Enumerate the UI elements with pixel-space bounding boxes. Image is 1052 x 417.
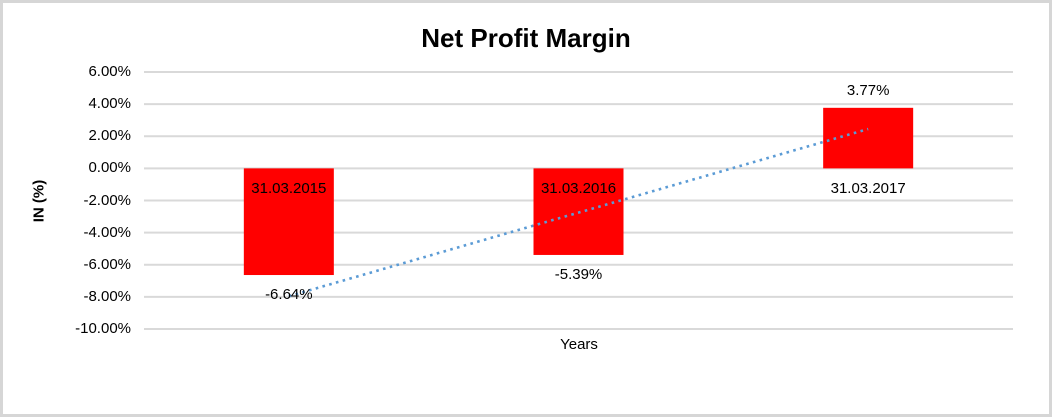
bar-31.03.2015 (243, 168, 334, 276)
y-tick-label: -10.00% (75, 320, 131, 337)
y-tick-label: -2.00% (83, 191, 131, 209)
plot-area (144, 71, 1013, 330)
x-axis-title: Years (560, 336, 598, 353)
y-tick-label: 0.00% (88, 159, 131, 177)
y-tick-label: 4.00% (88, 95, 131, 113)
y-tick-label: -8.00% (83, 287, 131, 305)
data-label: -5.39% (554, 265, 603, 283)
category-label: 31.03.2015 (251, 180, 327, 198)
data-label: 3.77% (846, 81, 890, 99)
bar-31.03.2017 (823, 107, 914, 169)
data-label: -6.64% (265, 286, 313, 304)
y-tick-label: 6.00% (88, 63, 131, 80)
category-label: 31.03.2016 (540, 180, 617, 198)
y-tick-label: -6.00% (83, 255, 131, 273)
y-tick-label: 2.00% (88, 127, 131, 145)
chart-title: Net Profit Margin (421, 23, 631, 53)
trendline (288, 127, 869, 298)
y-tick-label: -4.00% (83, 223, 131, 241)
category-label: 31.03.2017 (830, 180, 906, 198)
